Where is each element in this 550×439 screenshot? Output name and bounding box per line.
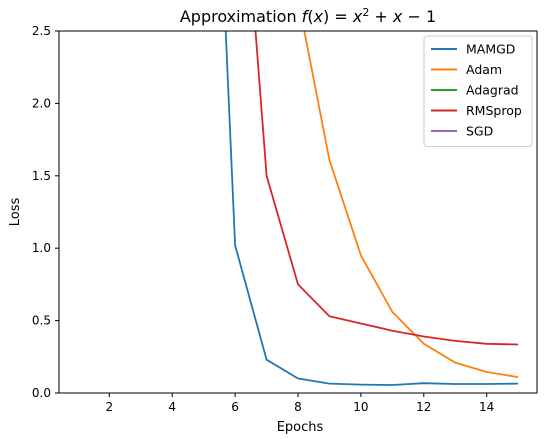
x-tick-label: 2: [105, 400, 113, 414]
series-line-adam: [303, 31, 519, 378]
legend: MAMGD Adam Adagrad RMSprop SGD: [423, 35, 533, 147]
y-tick-label: 1.0: [32, 241, 51, 255]
x-tick-label: 10: [353, 400, 368, 414]
series-line-mamgd: [224, 31, 519, 386]
x-tick-label: 12: [416, 400, 431, 414]
x-tick-label: 6: [231, 400, 239, 414]
chart-title: Approximation f(x) = x2 + x − 1: [180, 6, 436, 26]
legend-box: [423, 35, 533, 147]
y-axis: 0.0 0.5 1.0 1.5 2.0 2.5: [32, 24, 59, 400]
x-axis-label: Epochs: [277, 420, 324, 435]
legend-label-mamgd: MAMGD: [466, 42, 515, 57]
x-tick-label: 8: [294, 400, 302, 414]
y-tick-label: 2.0: [32, 96, 51, 110]
y-tick-label: 2.5: [32, 24, 51, 38]
x-tick-label: 14: [479, 400, 494, 414]
y-tick-label: 0.0: [32, 386, 51, 400]
legend-label-adam: Adam: [466, 62, 502, 77]
y-tick-label: 0.5: [32, 314, 51, 328]
legend-label-sgd: SGD: [466, 124, 493, 139]
y-axis-label: Loss: [8, 198, 23, 227]
series-lines: [224, 31, 519, 386]
legend-label-rmsprop: RMSprop: [466, 103, 522, 118]
x-axis: 2 4 6 8 10 12 14: [105, 393, 494, 414]
series-line-rmsprop: [254, 31, 519, 346]
legend-label-adagrad: Adagrad: [466, 83, 519, 98]
x-tick-label: 4: [168, 400, 176, 414]
y-tick-label: 1.5: [32, 169, 51, 183]
